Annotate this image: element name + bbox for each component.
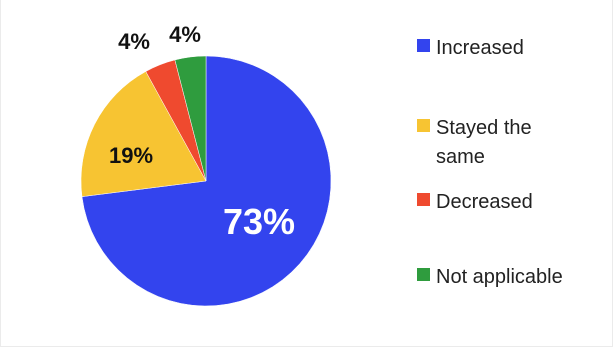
legend-label-stayed-the-same: Stayed the same xyxy=(436,117,532,168)
slice-label-not-applicable: 4% xyxy=(169,22,201,47)
legend-swatch-stayed-the-same xyxy=(417,119,430,132)
slice-label-stayed-the-same: 19% xyxy=(109,143,153,168)
slice-label-decreased: 4% xyxy=(118,29,150,54)
legend-item-increased: Increased xyxy=(417,34,607,63)
pie-slices xyxy=(80,55,332,307)
legend-label-decreased: Decreased xyxy=(436,191,533,213)
legend-item-stayed-the-same: Stayed the same xyxy=(417,114,607,172)
pie-slice-stayed-the-same xyxy=(80,71,207,197)
pie-labels: 73% 19% 4% 4% xyxy=(109,22,295,242)
chart-legend: Increased Stayed the same Decreased Not … xyxy=(417,0,607,348)
legend-item-decreased: Decreased xyxy=(417,188,607,217)
legend-item-not-applicable: Not applicable xyxy=(417,263,607,292)
legend-swatch-increased xyxy=(417,39,430,52)
pie-slice-not-applicable xyxy=(174,55,207,182)
legend-swatch-not-applicable xyxy=(417,268,430,281)
legend-label-not-applicable: Not applicable xyxy=(436,266,563,288)
slice-label-increased: 73% xyxy=(223,201,295,242)
legend-label-increased: Increased xyxy=(436,37,524,59)
legend-swatch-decreased xyxy=(417,193,430,206)
pie-slice-increased xyxy=(81,55,332,307)
